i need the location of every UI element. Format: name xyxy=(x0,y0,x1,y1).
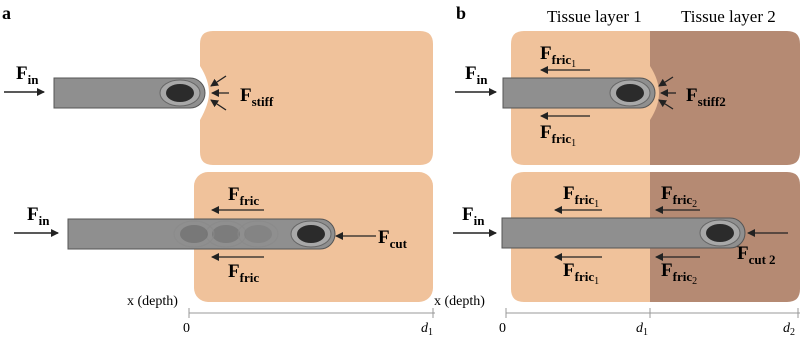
f-fric1-b-top-lower: Ffric1 xyxy=(540,122,576,149)
f-in-b-top: Fin xyxy=(465,63,488,87)
f-fric-a-upper: Ffric xyxy=(228,184,259,208)
f-fric1-b-bottom-lower: Ffric1 xyxy=(563,260,599,287)
tissue-b-top-layer2 xyxy=(650,31,800,165)
depth-axis-a: x (depth) 0 d1 xyxy=(127,294,435,338)
needle-b-top xyxy=(502,77,656,109)
f-cut2-b: Fcut 2 xyxy=(737,243,775,267)
needle-a-bottom xyxy=(67,218,336,250)
axis-label-b: x (depth) xyxy=(434,294,485,309)
needle-tip-ghost xyxy=(180,225,208,243)
needle-tip-ghost xyxy=(212,225,240,243)
f-stiff2-b: Fstiff2 xyxy=(686,85,726,109)
panel-b-letter: b xyxy=(456,3,466,23)
depth-axis-b: x (depth) 0 d1 d2 xyxy=(434,294,800,338)
f-cut-a: Fcut xyxy=(378,227,408,251)
tick-d2-b: d2 xyxy=(783,321,795,338)
f-stiff-a: Fstiff xyxy=(240,85,274,109)
needle-tip-ghost xyxy=(237,220,279,248)
needle-tip-core xyxy=(706,224,734,242)
tissue-layer-2-label: Tissue layer 2 xyxy=(681,7,776,26)
tick-d1-a: d1 xyxy=(421,321,433,338)
f-fric1-b-top-upper: Ffric1 xyxy=(540,43,576,70)
tissue-layer-1-label: Tissue layer 1 xyxy=(547,7,642,26)
f-in-b-bottom: Fin xyxy=(462,204,485,228)
f-fric-a-lower: Ffric xyxy=(228,261,259,285)
f-in-a-bottom: Fin xyxy=(27,204,50,228)
needle-tip-core xyxy=(616,84,644,102)
f-fric1-b-bottom-upper: Ffric1 xyxy=(563,183,599,210)
needle-tip-ghost xyxy=(173,220,215,248)
panel-b: b Tissue layer 1 Tissue layer 2 Fin Ffri… xyxy=(434,3,800,338)
f-fric2-b-bottom-lower: Ffric2 xyxy=(661,260,697,287)
needle-shaft-icon xyxy=(501,217,746,249)
needle-a-top xyxy=(53,77,206,109)
axis-label-a: x (depth) xyxy=(127,294,178,309)
f-in-a-top: Fin xyxy=(16,63,39,87)
force-arrow-icon xyxy=(210,75,227,87)
needle-tip-ghost xyxy=(244,225,272,243)
needle-tip-core xyxy=(166,84,194,102)
tick-d1-b: d1 xyxy=(636,321,648,338)
force-arrow-icon xyxy=(658,99,674,110)
needle-b-bottom xyxy=(501,217,746,249)
f-fric2-b-bottom-upper: Ffric2 xyxy=(661,183,697,210)
tissue-a-top xyxy=(200,31,433,165)
tick-0-b: 0 xyxy=(499,321,506,336)
force-arrow-icon xyxy=(210,99,227,111)
tick-0-a: 0 xyxy=(183,321,190,336)
force-arrow-icon xyxy=(658,76,674,87)
needle-tip-core xyxy=(297,225,325,243)
panel-a: a Fin Fstiff xyxy=(2,3,435,338)
panel-a-letter: a xyxy=(2,3,11,23)
